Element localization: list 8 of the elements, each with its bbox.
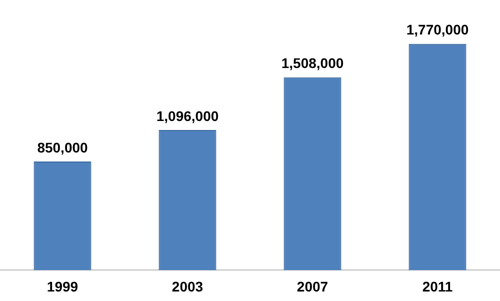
data-label: 850,000: [37, 139, 88, 156]
x-tick-label: 2011: [422, 278, 453, 294]
x-tick-label: 2007: [296, 278, 328, 294]
data-label: 1,096,000: [156, 108, 219, 124]
x-tick-label: 2003: [172, 278, 204, 294]
data-label: 1,770,000: [406, 22, 469, 38]
data-label: 1,508,000: [281, 55, 344, 72]
x-tick-label: 1999: [46, 278, 78, 294]
